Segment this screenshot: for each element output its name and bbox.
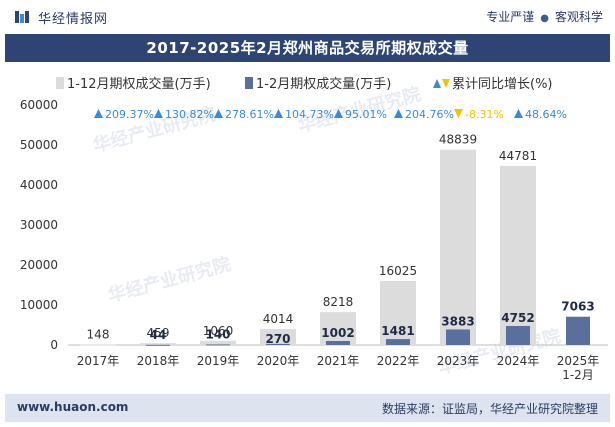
- dot-separator-icon: ●: [540, 13, 549, 24]
- growth-label: 104.73%: [285, 108, 334, 121]
- data-label-series1: 8218: [323, 295, 354, 309]
- bar-series2: [566, 316, 590, 345]
- brand-name: 华经情报网: [38, 12, 109, 27]
- growth-up-icon: [154, 109, 163, 118]
- growth-up-icon: [514, 109, 523, 118]
- x-tick-label: 2018年: [137, 354, 180, 368]
- y-tick-label: 0: [50, 338, 58, 352]
- bar-series2: [146, 344, 170, 346]
- growth-up-icon: [334, 109, 343, 118]
- legend-swatch-series1: [56, 77, 64, 89]
- growth-label: 204.76%: [405, 108, 454, 121]
- bar-series2: [446, 329, 470, 345]
- bar-series2: [266, 343, 290, 345]
- data-label-series2: 270: [265, 332, 290, 346]
- bar-series1: [500, 165, 536, 345]
- legend-label-series2: 1-2月期权成交量(万手): [256, 76, 391, 92]
- footer-source: 数据来源：证监局，华经产业研究院整理: [381, 402, 598, 416]
- legend-label-growth: 累计同比增长(%): [452, 77, 553, 92]
- data-label-series2: 4752: [501, 311, 534, 325]
- brand-logo-icon: [15, 11, 29, 23]
- bar-series1: [320, 312, 356, 345]
- chart-area: 华经产业研究院 华经产业研究院华经产业研究院华经产业研究院1-12月期权成交量(万…: [20, 76, 608, 382]
- x-tick-label: 2020年: [257, 354, 300, 368]
- brand-tags: 专业严谨 ● 客观科学: [486, 8, 603, 25]
- y-tick-label: 60000: [20, 98, 58, 112]
- bar-series2: [506, 325, 530, 345]
- y-tick-label: 30000: [20, 218, 58, 232]
- bar-series2: [386, 339, 410, 345]
- growth-up-icon: [274, 109, 283, 118]
- data-label-series2: 7063: [561, 300, 594, 314]
- growth-label: 278.61%: [225, 108, 274, 121]
- x-tick-label: 2021年: [317, 354, 360, 368]
- growth-label: 209.37%: [105, 108, 154, 121]
- x-tick-label: 2023年: [437, 354, 480, 368]
- brand-tag: 客观科学: [554, 10, 603, 24]
- footer-website: www.huaon.com: [17, 400, 129, 414]
- x-tick-label: 2025年: [557, 354, 600, 368]
- data-label-series2: 1002: [321, 326, 354, 340]
- bar-series1: [260, 328, 296, 345]
- growth-label: 130.82%: [165, 108, 214, 121]
- x-tick-label: 2019年: [197, 354, 240, 368]
- footer: www.huaon.com 数据来源：证监局，华经产业研究院整理: [5, 394, 610, 422]
- data-label-series2: 1481: [381, 324, 414, 338]
- brand-tag: 专业严谨: [486, 10, 535, 24]
- data-label-series1: 459: [147, 326, 170, 340]
- y-tick-label: 10000: [20, 298, 58, 312]
- growth-up-icon: [394, 109, 403, 118]
- legend-label-series1: 1-12月期权成交量(万手): [67, 76, 211, 92]
- x-tick-label: 2024年: [497, 354, 540, 368]
- y-tick-label: 50000: [20, 138, 58, 152]
- bar-series1: [80, 344, 116, 346]
- data-label-series2: 3883: [441, 314, 474, 328]
- data-label-series2: 44: [150, 328, 167, 342]
- x-tick-label: 2022年: [377, 354, 420, 368]
- growth-label: 48.64%: [525, 108, 567, 121]
- x-tick-label: 1-2月: [562, 368, 594, 382]
- legend-up-triangle-icon: [433, 79, 441, 88]
- data-label-series1: 16025: [379, 264, 417, 278]
- y-tick-label: 40000: [20, 178, 58, 192]
- bar-series2: [206, 344, 230, 346]
- data-label-series1: 48839: [439, 133, 477, 147]
- data-label-series1: 1060: [203, 324, 234, 338]
- growth-label: 95.01%: [345, 108, 387, 121]
- top-bar: 华经情报网 专业严谨 ● 客观科学: [0, 0, 615, 34]
- bar-series2: [326, 340, 350, 345]
- bar-series1: [200, 340, 236, 345]
- bar-series1: [140, 343, 176, 345]
- data-label-series1: 44781: [499, 149, 537, 163]
- growth-down-icon: [454, 109, 463, 118]
- data-label-series1: 148: [87, 327, 110, 341]
- growth-label: -8.31%: [465, 108, 504, 121]
- legend-down-triangle-icon: [442, 79, 450, 88]
- growth-up-icon: [214, 109, 223, 118]
- chart-title: 2017-2025年2月郑州商品交易所期权成交量: [5, 34, 610, 62]
- y-tick-label: 20000: [20, 258, 58, 272]
- bar-series1: [440, 149, 476, 345]
- watermark-text: 华经产业研究院: [106, 253, 233, 307]
- growth-up-icon: [94, 109, 103, 118]
- bar-series1: [380, 280, 416, 345]
- x-tick-label: 2017年: [77, 354, 120, 368]
- data-label-series1: 4014: [263, 312, 294, 326]
- legend-swatch-series2: [245, 77, 253, 89]
- data-label-series2: 140: [205, 327, 230, 341]
